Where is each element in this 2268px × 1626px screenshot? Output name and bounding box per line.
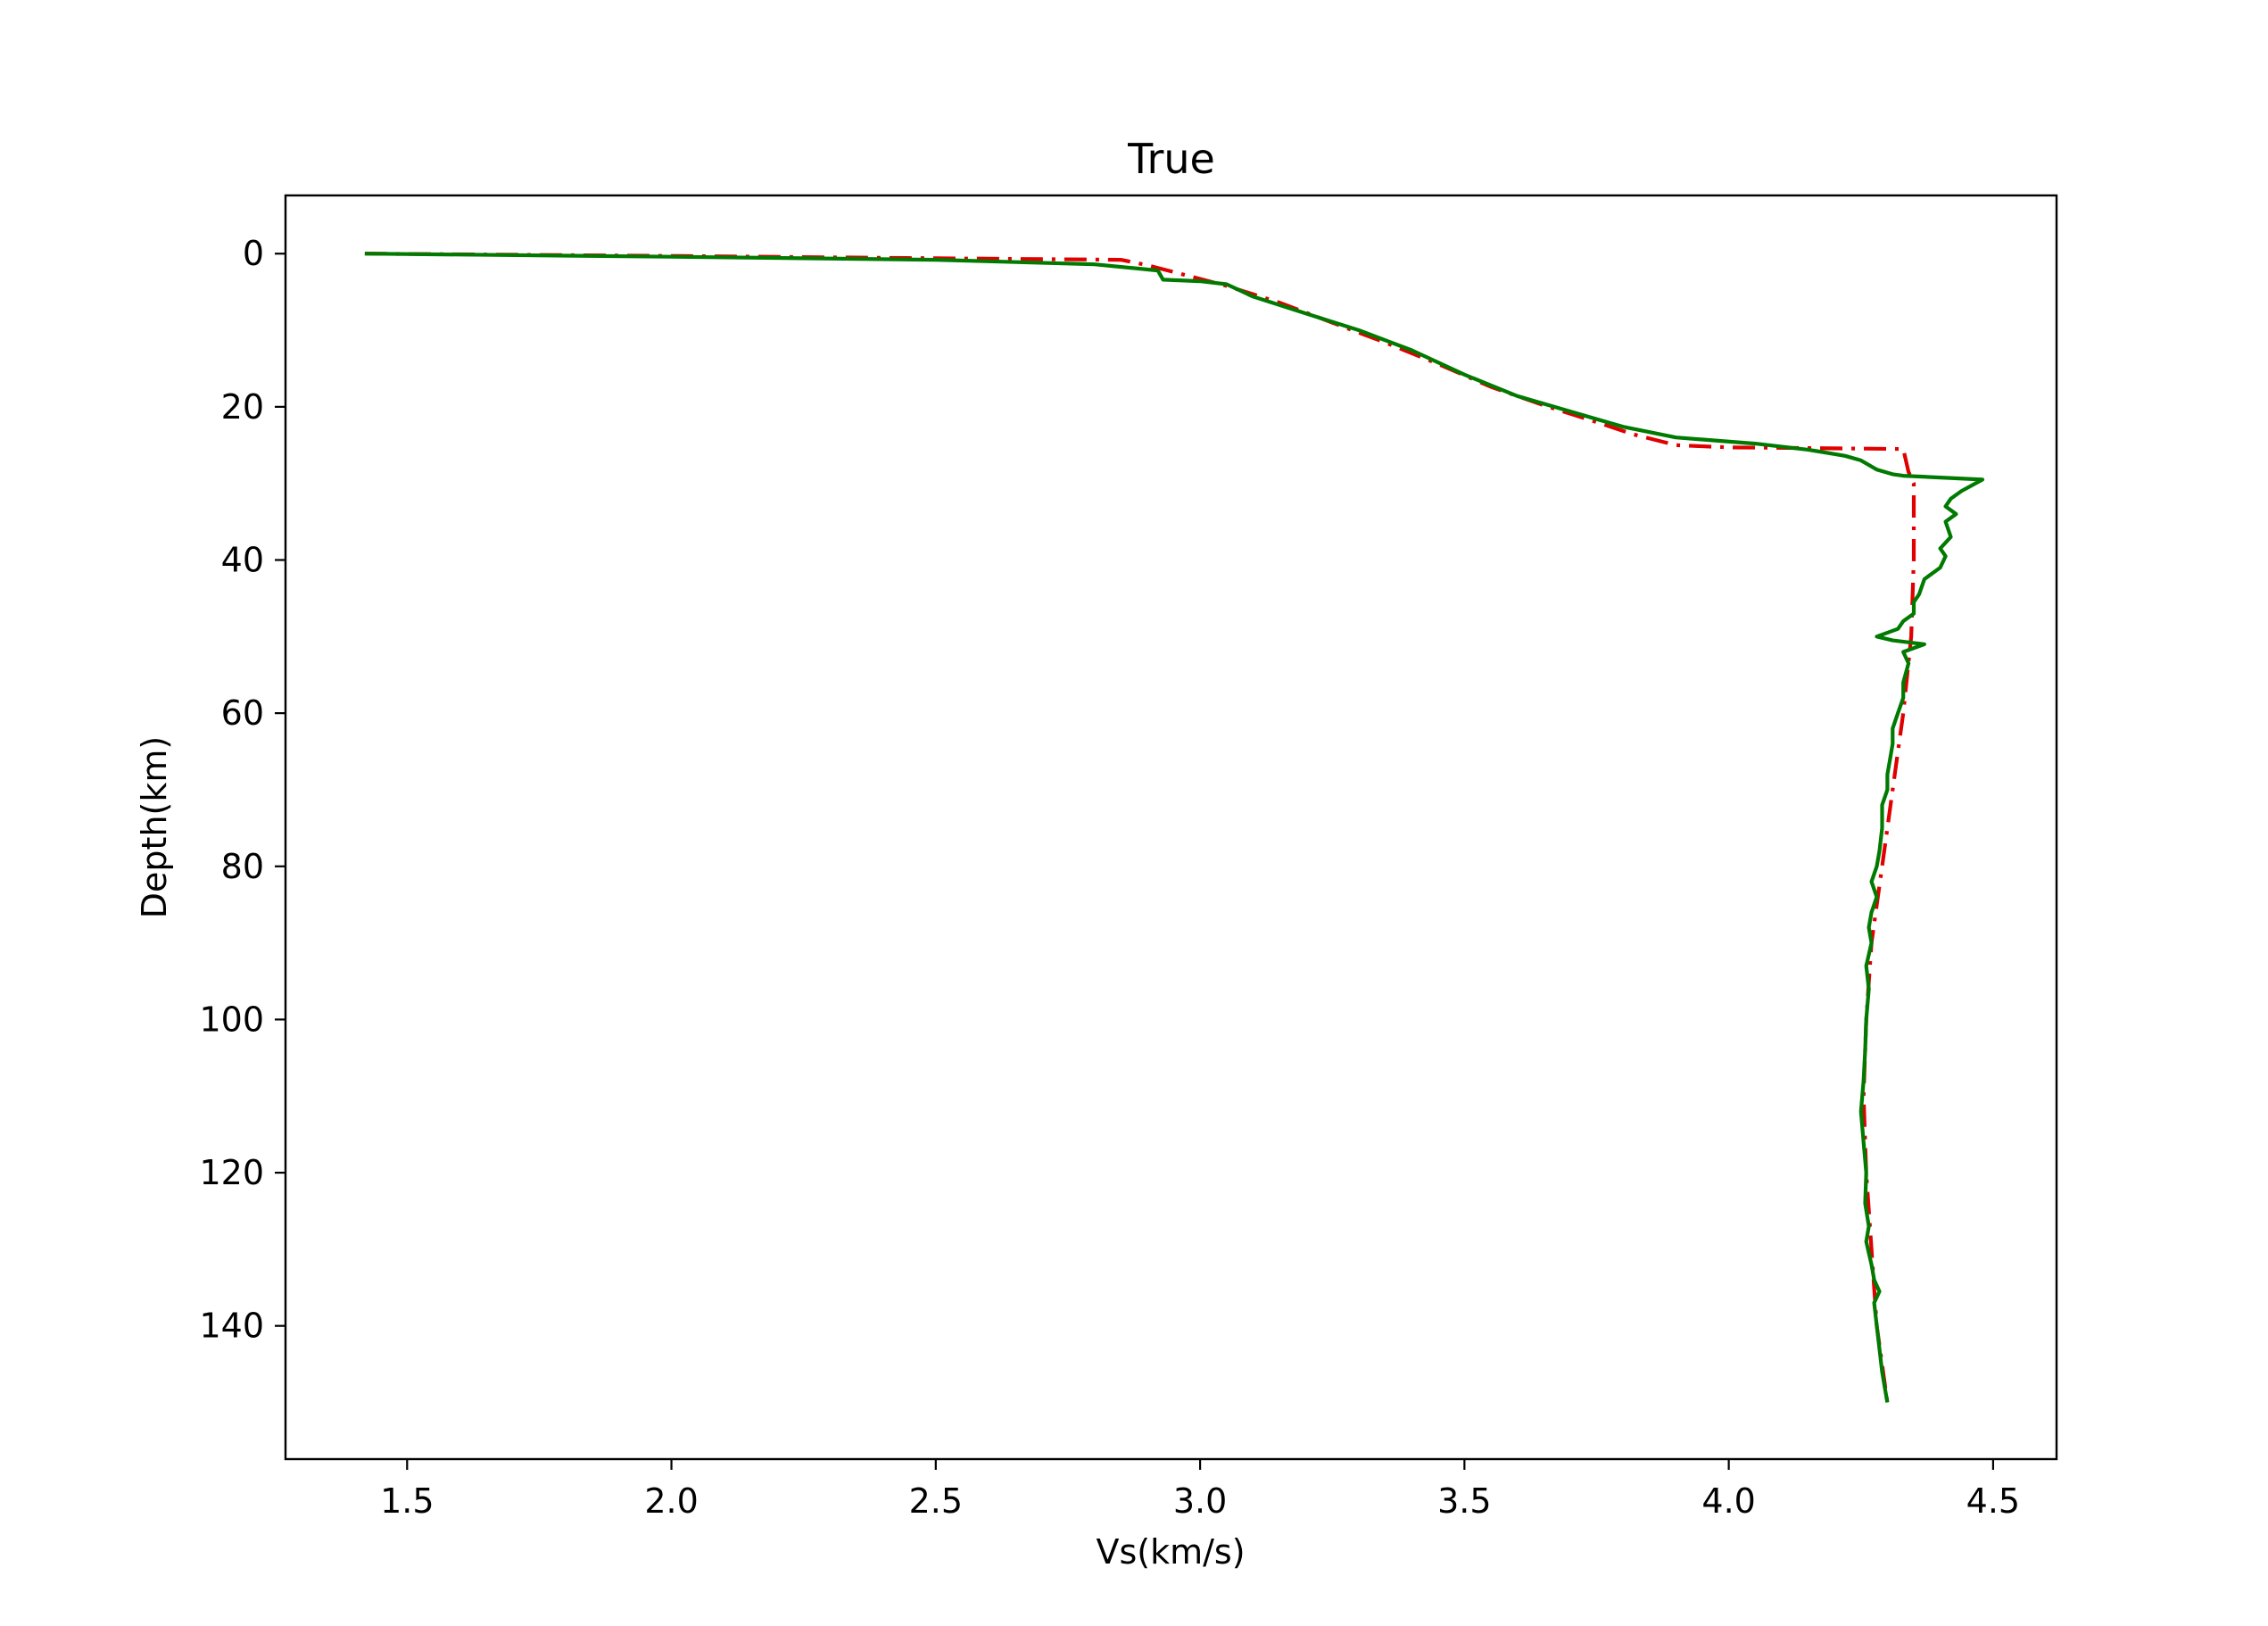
y-tick-label: 60 bbox=[221, 693, 264, 733]
y-tick-label: 40 bbox=[221, 540, 264, 579]
x-tick-label: 2.5 bbox=[909, 1481, 963, 1521]
x-tick-label: 3.0 bbox=[1173, 1481, 1227, 1521]
y-tick-label: 120 bbox=[199, 1153, 264, 1192]
series-layer bbox=[364, 252, 1985, 1403]
y-tick-label: 140 bbox=[199, 1307, 264, 1346]
y-tick-label: 100 bbox=[199, 1000, 264, 1039]
y-axis-ticks: 0 20 40 60 80 100 120 140 bbox=[199, 234, 286, 1346]
x-tick-label: 3.5 bbox=[1437, 1481, 1491, 1521]
plot-frame bbox=[284, 194, 2058, 1461]
y-axis-label: Depth(km) bbox=[135, 736, 174, 918]
series-line-2 bbox=[364, 252, 1985, 1403]
x-axis-ticks: 1.5 2.0 2.5 3.0 3.5 4.0 4.5 bbox=[380, 1459, 2020, 1521]
x-tick-label: 1.5 bbox=[380, 1481, 434, 1521]
y-tick-label: 20 bbox=[221, 387, 264, 427]
chart-title: True bbox=[1127, 135, 1215, 183]
x-tick-label: 4.0 bbox=[1701, 1481, 1755, 1521]
x-tick-label: 4.5 bbox=[1966, 1481, 2020, 1521]
x-tick-label: 2.0 bbox=[644, 1481, 698, 1521]
x-axis-label: Vs(km/s) bbox=[1096, 1532, 1245, 1572]
y-tick-label: 0 bbox=[243, 234, 264, 273]
y-tick-label: 80 bbox=[221, 847, 264, 886]
